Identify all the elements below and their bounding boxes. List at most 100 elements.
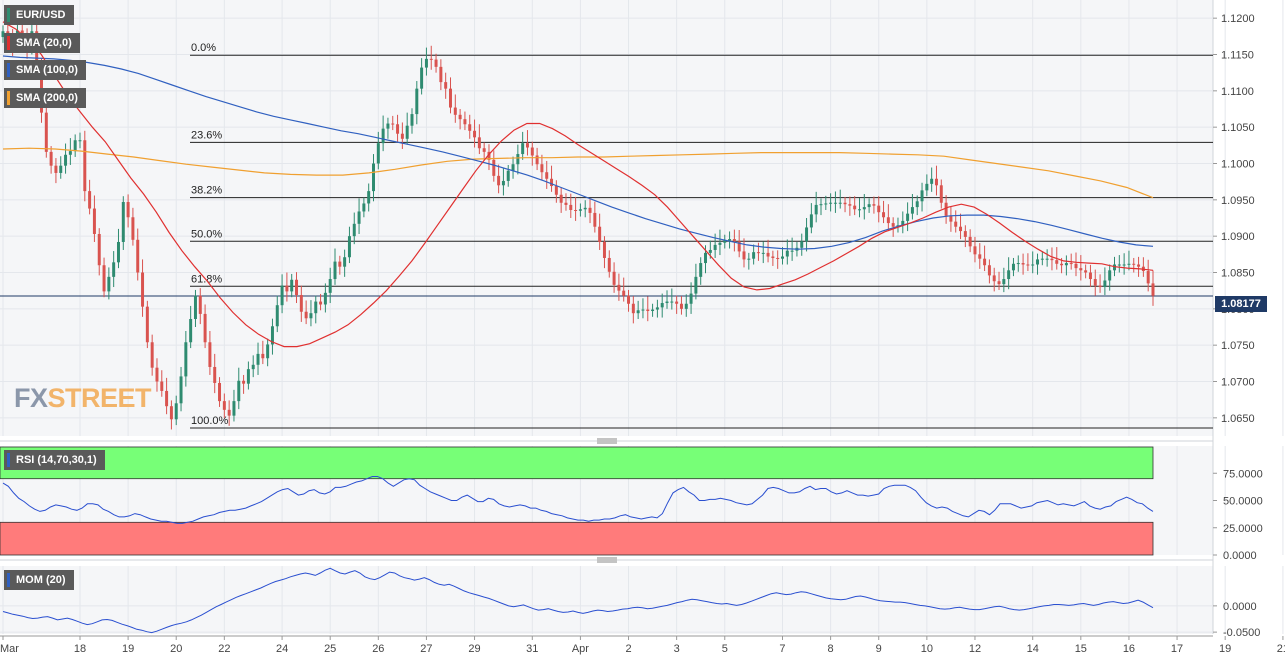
y-tick-label: 1.0900 (1221, 231, 1255, 243)
sma20-line (2, 21, 1154, 348)
panel-background (0, 566, 1213, 634)
mom-tag[interactable]: MOM (20) (4, 570, 74, 590)
candle-body (641, 309, 645, 311)
candle-body (410, 114, 414, 126)
candle-body (232, 401, 236, 416)
fibonacci-label: 38.2% (191, 185, 222, 197)
candle-body (1069, 263, 1073, 265)
candle-body (766, 252, 770, 257)
x-tick-label: 8 (828, 643, 834, 655)
candle-body (400, 133, 404, 139)
candle-body (261, 353, 265, 359)
candle-body (1127, 263, 1131, 265)
fibonacci-label: 50.0% (191, 228, 222, 240)
candle-body (530, 147, 534, 156)
candle-body (415, 88, 419, 115)
candle-body (463, 119, 467, 125)
candle-body (1031, 264, 1035, 266)
x-tick-label: 7 (779, 643, 785, 655)
candle-body (1055, 260, 1059, 264)
symbol-label: EUR/USD (16, 9, 66, 21)
candle-body (906, 213, 910, 221)
candle-body (352, 223, 356, 237)
candle-body (800, 241, 804, 248)
candle-body (1026, 264, 1030, 266)
candle-body (910, 207, 914, 214)
candle-body (246, 369, 250, 384)
candle-body (218, 382, 222, 402)
candle-body (68, 151, 72, 155)
candle-body (992, 275, 996, 282)
x-tick-label: 22 (218, 643, 230, 655)
candle-body (689, 293, 693, 304)
symbol-tag[interactable]: EUR/USD (4, 5, 74, 25)
candle-body (882, 212, 886, 218)
candle-body (617, 284, 621, 291)
candle-body (131, 217, 135, 240)
candle-body (607, 257, 611, 272)
candle-body (242, 380, 246, 384)
candle-body (1036, 259, 1040, 265)
candle-body (198, 295, 202, 314)
candle-body (501, 180, 505, 186)
candle-body (602, 241, 606, 258)
candle-body (160, 381, 164, 391)
candle-body (1098, 285, 1102, 288)
candle-body (545, 172, 549, 179)
candle-body (343, 257, 347, 267)
candle-body (867, 204, 871, 208)
candle-body (386, 123, 390, 129)
candle-body (819, 204, 823, 206)
candle-body (497, 175, 501, 186)
mom-swatch (7, 573, 10, 587)
y-tick-label: 1.1200 (1221, 13, 1255, 25)
x-tick-label: 10 (921, 643, 933, 655)
candle-body (1007, 270, 1011, 280)
candle-body (237, 380, 241, 402)
candle-body (771, 256, 775, 258)
candle-body (987, 265, 991, 276)
candle-body (1103, 280, 1107, 288)
candle-body (1016, 263, 1020, 265)
candle-body (588, 207, 592, 213)
candle-body (627, 295, 631, 304)
rsi-tag[interactable]: RSI (14,70,30,1) (4, 450, 105, 470)
candle-body (299, 295, 303, 312)
candle-body (723, 240, 727, 243)
candle-body (362, 203, 366, 212)
candle-body (554, 186, 558, 195)
sma100-tag[interactable]: SMA (100,0) (4, 60, 86, 80)
x-tick-label: Apr (572, 643, 589, 655)
sma200-tag[interactable]: SMA (200,0) (4, 88, 86, 108)
candle-body (1, 31, 5, 38)
candle-body (482, 148, 486, 152)
candle-body (290, 279, 294, 292)
sma20-tag[interactable]: SMA (20,0) (4, 33, 80, 53)
candle-body (569, 204, 573, 211)
candle-body (367, 191, 371, 204)
candle-body (391, 123, 395, 125)
candle-body (973, 246, 977, 255)
candle-body (829, 202, 833, 204)
candle-body (88, 191, 92, 209)
candle-body (737, 241, 741, 252)
candle-body (665, 301, 669, 304)
candle-body (891, 223, 895, 227)
rsi-y-tick-label: 50.0000 (1223, 496, 1263, 508)
candle-body (424, 58, 428, 68)
x-tick-label: 25 (324, 643, 336, 655)
symbol-swatch (7, 8, 10, 22)
candle-body (920, 190, 924, 202)
candle-body (20, 30, 24, 35)
rsi-y-tick-label: 0.0000 (1223, 550, 1257, 562)
rsi-swatch (7, 453, 10, 467)
candle-body (679, 303, 683, 309)
candle-body (978, 254, 982, 259)
mom-label: MOM (20) (16, 574, 66, 586)
y-tick-label: 1.1150 (1221, 50, 1254, 62)
candle-body (1064, 263, 1068, 266)
candle-body (266, 344, 270, 359)
candle-body (901, 220, 905, 226)
